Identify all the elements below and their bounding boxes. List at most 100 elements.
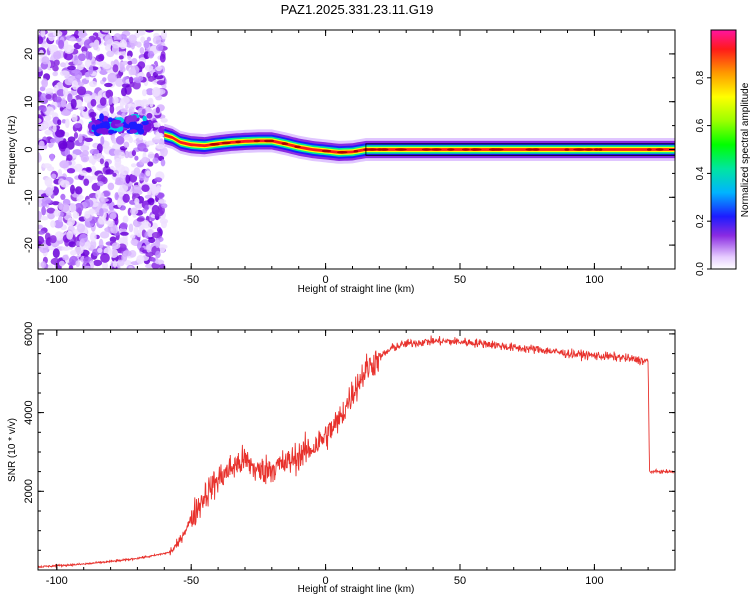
noise-speckle <box>38 262 42 268</box>
noise-speckle <box>137 76 144 81</box>
noise-speckle <box>122 215 129 224</box>
noise-speckle <box>151 86 161 97</box>
noise-speckle <box>136 217 145 222</box>
noise-speckle <box>111 96 119 105</box>
noise-speckle <box>38 236 45 245</box>
noise-speckle <box>117 259 125 267</box>
noise-speckle <box>113 149 122 156</box>
noise-speckle <box>156 227 162 233</box>
noise-speckle <box>117 198 122 208</box>
noise-speckle <box>45 88 54 94</box>
noise-speckle <box>141 156 150 164</box>
noise-speckle <box>38 224 43 230</box>
noise-speckle <box>114 192 120 201</box>
noise-speckle <box>105 44 111 52</box>
noise-speckle <box>155 259 165 265</box>
noise-speckle <box>105 89 114 99</box>
noise-speckle <box>38 36 44 45</box>
band-speckle <box>96 128 106 134</box>
noise-speckle <box>66 168 76 174</box>
x-tick-label: -100 <box>46 274 68 286</box>
noise-speckle <box>41 206 46 216</box>
noise-speckle <box>51 201 60 206</box>
noise-speckle <box>40 261 47 269</box>
ridge-peak <box>209 143 220 146</box>
noise-speckle <box>65 140 75 150</box>
noise-speckle <box>130 238 139 246</box>
noise-speckle <box>139 47 145 55</box>
spectrogram-y-label: Frequency (Hz) <box>7 116 18 185</box>
noise-speckle <box>48 142 54 148</box>
noise-speckle <box>155 106 160 114</box>
ridge-peak <box>564 148 570 151</box>
noise-speckle <box>147 197 155 206</box>
noise-speckle <box>128 34 137 43</box>
noise-speckle <box>74 71 83 80</box>
noise-speckle <box>130 42 135 50</box>
noise-speckle <box>88 80 98 88</box>
noise-speckle <box>141 184 150 192</box>
noise-speckle <box>98 216 107 225</box>
noise-speckle <box>74 122 81 129</box>
noise-speckle <box>140 36 146 43</box>
noise-speckle <box>128 173 138 183</box>
ridge-core <box>164 133 675 154</box>
noise-speckle <box>128 265 133 269</box>
noise-speckle <box>121 96 130 104</box>
ridge-peak <box>235 140 241 144</box>
band-speckle <box>137 127 145 135</box>
noise-speckle <box>99 231 110 239</box>
ridge-peak <box>470 148 482 151</box>
ridge-peak <box>294 145 301 149</box>
snr-y-label: SNR (10 * v/v) <box>7 418 18 482</box>
noise-speckle <box>131 150 136 157</box>
noise-speckle <box>99 208 104 217</box>
noise-speckle <box>54 96 62 103</box>
colorbar-label: Normalized spectral amplitude <box>740 82 750 217</box>
ridge-peak <box>655 148 664 151</box>
snr-series <box>38 335 675 569</box>
noise-speckle <box>99 97 107 106</box>
noise-speckle <box>137 61 146 69</box>
noise-speckle <box>52 124 57 133</box>
band-speckle <box>91 124 96 131</box>
noise-speckle <box>79 238 86 247</box>
noise-speckle <box>110 112 117 118</box>
noise-speckle <box>53 209 61 217</box>
noise-speckle <box>63 87 69 97</box>
noise-speckle <box>49 138 57 144</box>
noise-speckle <box>38 152 41 162</box>
noise-speckle <box>79 170 88 176</box>
noise-speckle <box>66 103 72 110</box>
y-tick-label: 4000 <box>23 400 35 424</box>
noise-speckle <box>112 172 117 177</box>
noise-speckle <box>70 98 77 109</box>
noise-speckle <box>120 231 129 236</box>
noise-speckle <box>144 204 149 211</box>
noise-speckle <box>120 108 129 113</box>
ridge-peak <box>525 148 534 151</box>
noise-speckle <box>147 50 155 59</box>
noise-speckle <box>104 34 113 45</box>
noise-speckle <box>40 93 47 101</box>
noise-speckle <box>105 220 112 225</box>
noise-speckle <box>160 147 168 157</box>
noise-speckle <box>91 175 98 180</box>
noise-speckle <box>136 229 142 238</box>
ridge-peak <box>646 148 652 151</box>
noise-speckle <box>131 57 138 65</box>
noise-speckle <box>67 93 73 103</box>
noise-speckle <box>136 41 142 48</box>
band-speckle <box>128 121 137 127</box>
noise-speckle <box>148 237 156 244</box>
ridge-peak <box>266 139 273 143</box>
spectrogram-x-label: Height of straight line (km) <box>298 284 415 295</box>
noise-speckle <box>45 94 52 100</box>
noise-speckle <box>155 239 161 249</box>
noise-speckle <box>130 234 136 239</box>
noise-speckle <box>125 174 131 184</box>
noise-speckle <box>59 160 70 169</box>
noise-speckle <box>102 77 107 82</box>
noise-speckle <box>59 180 70 188</box>
noise-speckle <box>124 150 130 159</box>
